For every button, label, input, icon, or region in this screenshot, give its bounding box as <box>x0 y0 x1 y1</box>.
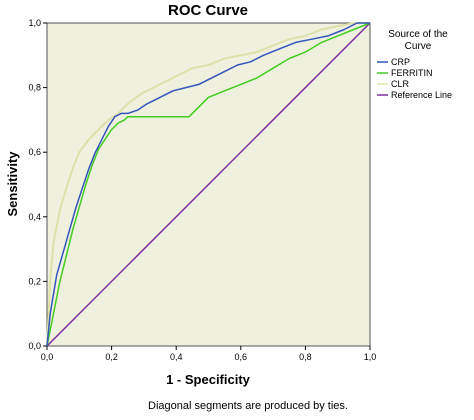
x-tick-label: 1,0 <box>364 352 377 362</box>
series-line-ferritin <box>46 22 371 347</box>
y-tick-label: 1,0 <box>28 18 41 28</box>
y-tick-label: 0,6 <box>28 147 41 157</box>
series-line-clr <box>46 22 370 347</box>
x-tick-label: 0,0 <box>41 352 54 362</box>
legend-title-line-2: Curve <box>405 41 432 52</box>
legend: Source of the Curve CRPFERRITINCLRRefere… <box>377 29 452 100</box>
y-axis-label: Sensitivity <box>5 151 20 217</box>
footnote: Diagonal segments are produced by ties. <box>148 400 348 412</box>
legend-label-crp: CRP <box>391 57 410 67</box>
y-tick-label: 0,8 <box>28 83 41 93</box>
x-tick-label: 0,8 <box>299 352 312 362</box>
series-line-reference-line <box>46 22 371 347</box>
chart-title: ROC Curve <box>168 2 248 19</box>
series-line-crp <box>46 22 370 347</box>
x-axis-label: 1 - Specificity <box>166 372 251 387</box>
x-tick-label: 0,4 <box>170 352 183 362</box>
x-tick-label: 0,6 <box>235 352 248 362</box>
legend-title-line-1: Source of the <box>388 29 448 40</box>
legend-label-reference-line: Reference Line <box>391 90 452 100</box>
ticks-layer: 0,0 0,2 0,4 0,6 0,8 1,0 0,0 0,2 0,4 0,6 0,8 1,0 <box>28 18 376 362</box>
series-layer <box>46 22 371 347</box>
y-tick-label: 0,4 <box>28 212 41 222</box>
y-tick-label: 0,2 <box>28 276 41 286</box>
y-tick-label: 0,0 <box>28 341 41 351</box>
legend-label-clr: CLR <box>391 79 410 89</box>
legend-label-ferritin: FERRITIN <box>391 68 433 78</box>
x-tick-label: 0,2 <box>105 352 118 362</box>
